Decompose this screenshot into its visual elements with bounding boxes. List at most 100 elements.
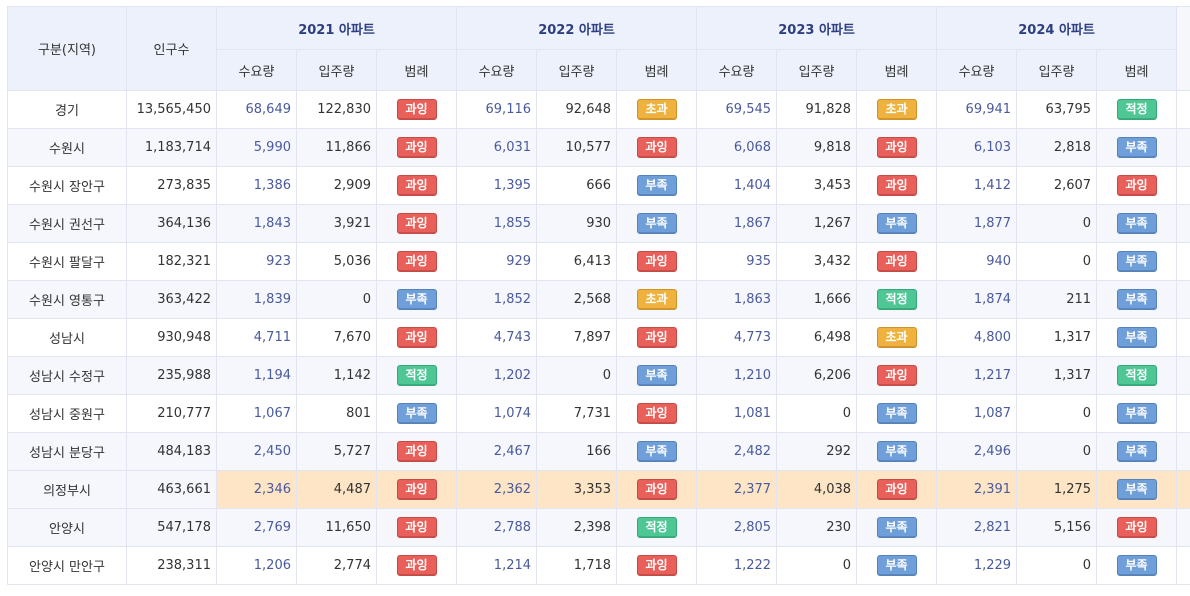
year-header-2023: 2023 아파트 xyxy=(696,6,938,50)
legend-cell: 적정 xyxy=(375,356,458,395)
demand-cell: 4,711 xyxy=(216,318,297,357)
demand-cell: 6,068 xyxy=(696,128,778,167)
legend-cell: 과잉 xyxy=(856,166,938,205)
demand-cell: 2,482 xyxy=(696,432,778,471)
status-badge: 과잉 xyxy=(396,213,437,234)
demand-cell: 923 xyxy=(216,242,297,281)
supply-cell: 92,648 xyxy=(536,90,618,129)
legend-cell: 초과 xyxy=(616,280,698,319)
year-header-2022: 2022 아파트 xyxy=(456,6,698,50)
legend-cell: 초과 xyxy=(616,90,698,129)
supply-cell: 4,487 xyxy=(296,470,377,509)
legend-cell: 부족 xyxy=(856,508,938,547)
status-badge: 과잉 xyxy=(396,99,437,120)
status-badge: 부족 xyxy=(396,289,437,310)
supply-header: 입주량 xyxy=(776,49,858,91)
status-badge: 초과 xyxy=(636,289,677,310)
supply-cell: 0 xyxy=(776,546,858,585)
demand-cell: 935 xyxy=(696,242,778,281)
legend-cell: 부족 xyxy=(856,546,938,585)
population-header: 인구수 xyxy=(126,6,217,91)
supply-cell: 5,727 xyxy=(296,432,377,471)
supply-cell: 0 xyxy=(1016,394,1098,433)
demand-cell: 1,386 xyxy=(216,166,297,205)
supply-cell: 930 xyxy=(536,204,618,243)
table-overflow-edge xyxy=(1176,356,1190,395)
status-badge: 적정 xyxy=(396,365,437,386)
legend-cell: 부족 xyxy=(1096,204,1178,243)
status-badge: 부족 xyxy=(876,213,917,234)
population-cell: 484,183 xyxy=(126,432,217,471)
table-overflow-edge xyxy=(1176,280,1190,319)
demand-cell: 1,855 xyxy=(456,204,538,243)
legend-header: 범례 xyxy=(1096,49,1178,91)
table-row: 안양시 547,178 2,769 11,650 과잉 2,788 2,398 적정 2,805… xyxy=(7,508,1190,547)
supply-cell: 666 xyxy=(536,166,618,205)
supply-cell: 6,206 xyxy=(776,356,858,395)
population-cell: 363,422 xyxy=(126,280,217,319)
supply-cell: 4,038 xyxy=(776,470,858,509)
table-row: 수원시 영통구 363,422 1,839 0 부족 1,852 2,568 초과 1,863 1… xyxy=(7,280,1190,319)
legend-cell: 과잉 xyxy=(375,318,458,357)
demand-cell: 940 xyxy=(936,242,1018,281)
status-badge: 부족 xyxy=(876,403,917,424)
supply-cell: 2,818 xyxy=(1016,128,1098,167)
demand-cell: 1,067 xyxy=(216,394,297,433)
demand-cell: 69,116 xyxy=(456,90,538,129)
demand-cell: 1,867 xyxy=(696,204,778,243)
table-row: 안양시 만안구 238,311 1,206 2,774 과잉 1,214 1,718 과잉 1,… xyxy=(7,546,1190,585)
status-badge: 과잉 xyxy=(636,137,677,158)
demand-cell: 2,821 xyxy=(936,508,1018,547)
legend-cell: 과잉 xyxy=(856,470,938,509)
status-badge: 부족 xyxy=(396,403,437,424)
region-name-cell: 의정부시 xyxy=(7,470,127,509)
demand-cell: 2,496 xyxy=(936,432,1018,471)
legend-cell: 과잉 xyxy=(856,356,938,395)
demand-cell: 1,412 xyxy=(936,166,1018,205)
demand-cell: 1,843 xyxy=(216,204,297,243)
demand-cell: 69,545 xyxy=(696,90,778,129)
legend-cell: 과잉 xyxy=(375,204,458,243)
region-name-cell: 수원시 장안구 xyxy=(7,166,127,205)
region-name-cell: 성남시 xyxy=(7,318,127,357)
status-badge: 초과 xyxy=(636,99,677,120)
demand-cell: 1,877 xyxy=(936,204,1018,243)
region-name-cell: 수원시 권선구 xyxy=(7,204,127,243)
demand-cell: 2,362 xyxy=(456,470,538,509)
table-row: 수원시 장안구 273,835 1,386 2,909 과잉 1,395 666 부족 1,40… xyxy=(7,166,1190,205)
legend-cell: 부족 xyxy=(1096,128,1178,167)
supply-cell: 10,577 xyxy=(536,128,618,167)
table-row: 성남시 중원구 210,777 1,067 801 부족 1,074 7,731 과잉 1,08… xyxy=(7,394,1190,433)
supply-cell: 801 xyxy=(296,394,377,433)
supply-cell: 211 xyxy=(1016,280,1098,319)
supply-cell: 2,774 xyxy=(296,546,377,585)
demand-cell: 6,031 xyxy=(456,128,538,167)
supply-cell: 91,828 xyxy=(776,90,858,129)
supply-cell: 3,453 xyxy=(776,166,858,205)
demand-cell: 1,874 xyxy=(936,280,1018,319)
status-badge: 과잉 xyxy=(1116,517,1157,538)
status-badge: 과잉 xyxy=(876,365,917,386)
population-cell: 547,178 xyxy=(126,508,217,547)
demand-cell: 1,206 xyxy=(216,546,297,585)
legend-cell: 적정 xyxy=(1096,356,1178,395)
demand-cell: 4,800 xyxy=(936,318,1018,357)
legend-cell: 과잉 xyxy=(616,394,698,433)
table-row: 경기 13,565,450 68,649 122,830 과잉 69,116 92,648 초… xyxy=(7,90,1190,129)
table-overflow-edge xyxy=(1176,6,1190,91)
table-overflow-edge xyxy=(1176,318,1190,357)
legend-cell: 과잉 xyxy=(1096,166,1178,205)
supply-cell: 0 xyxy=(1016,546,1098,585)
supply-cell: 0 xyxy=(536,356,618,395)
population-cell: 235,988 xyxy=(126,356,217,395)
legend-cell: 부족 xyxy=(1096,318,1178,357)
population-cell: 273,835 xyxy=(126,166,217,205)
demand-cell: 1,852 xyxy=(456,280,538,319)
legend-cell: 부족 xyxy=(616,432,698,471)
status-badge: 부족 xyxy=(636,175,677,196)
status-badge: 부족 xyxy=(1116,403,1157,424)
legend-cell: 초과 xyxy=(856,318,938,357)
legend-cell: 적정 xyxy=(856,280,938,319)
table-row: 성남시 수정구 235,988 1,194 1,142 적정 1,202 0 부족 1,210 6… xyxy=(7,356,1190,395)
